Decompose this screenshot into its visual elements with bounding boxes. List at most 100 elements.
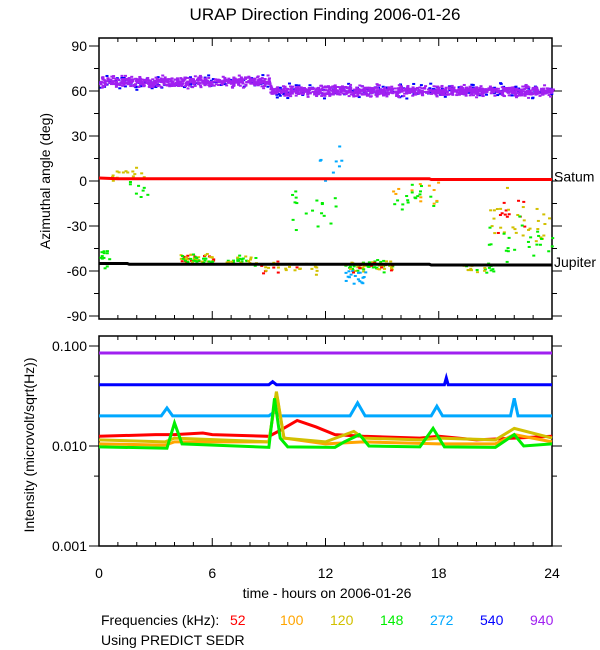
point-940 [131, 78, 135, 81]
point-940 [409, 88, 413, 91]
point-940 [443, 88, 447, 91]
point-940 [356, 92, 360, 95]
point-148 [203, 259, 207, 262]
point-120 [205, 252, 209, 255]
point-940 [418, 86, 422, 89]
point-940 [180, 78, 184, 81]
point-940 [217, 83, 221, 86]
point-940 [130, 75, 134, 78]
point-940 [191, 86, 195, 89]
point-52 [502, 201, 506, 204]
point-940 [132, 85, 136, 88]
point-148 [291, 218, 295, 221]
point-940 [259, 81, 263, 84]
point-940 [348, 89, 352, 92]
point-940 [439, 90, 443, 93]
point-940 [256, 75, 260, 78]
point-940 [149, 85, 153, 88]
point-120 [135, 166, 139, 169]
point-940 [390, 91, 394, 94]
point-940 [461, 92, 465, 95]
point-940 [472, 87, 476, 90]
point-120 [521, 206, 525, 209]
point-120 [140, 172, 144, 175]
point-148 [432, 204, 436, 207]
point-940 [259, 79, 263, 82]
point-940 [138, 77, 142, 80]
point-940 [468, 94, 472, 97]
point-940 [369, 90, 373, 93]
point-940 [115, 80, 119, 83]
point-940 [411, 86, 415, 89]
point-120 [111, 179, 115, 182]
point-940 [152, 84, 156, 87]
point-940 [153, 79, 157, 82]
point-940 [370, 87, 374, 90]
point-940 [140, 82, 144, 85]
point-940 [515, 88, 519, 91]
point-940 [549, 91, 553, 94]
point-272 [351, 270, 355, 273]
point-940 [223, 76, 227, 79]
point-148 [238, 254, 242, 257]
point-940 [504, 88, 508, 91]
point-940 [451, 93, 455, 96]
point-940 [112, 75, 116, 78]
point-120 [469, 269, 473, 272]
intensity-panel: 0.100 0.010 0.001 0 6 12 18 24 [52, 335, 562, 581]
point-148 [379, 260, 383, 263]
point-148 [537, 234, 541, 237]
point-540 [347, 82, 351, 85]
point-940 [255, 76, 259, 79]
point-940 [351, 93, 355, 96]
point-148 [102, 250, 106, 253]
point-940 [352, 95, 356, 98]
point-940 [420, 90, 424, 93]
point-100 [392, 190, 396, 193]
point-940 [210, 81, 214, 84]
point-940 [207, 84, 211, 87]
point-940 [290, 92, 294, 95]
point-940 [226, 79, 230, 82]
point-940 [103, 81, 107, 84]
point-940 [140, 80, 144, 83]
point-940 [258, 81, 262, 84]
point-940 [299, 88, 303, 91]
point-940 [198, 82, 202, 85]
point-148 [100, 255, 104, 258]
point-940 [534, 90, 538, 93]
point-940 [232, 79, 236, 82]
point-120 [230, 260, 234, 263]
point-148 [418, 193, 422, 196]
point-940 [246, 76, 250, 79]
point-940 [107, 79, 111, 82]
point-148 [475, 269, 479, 272]
point-52 [517, 199, 521, 202]
point-940 [263, 83, 267, 86]
point-120 [264, 266, 268, 269]
point-940 [420, 93, 424, 96]
point-940 [442, 92, 446, 95]
point-940 [464, 94, 468, 97]
point-148 [551, 237, 555, 240]
point-120 [236, 256, 240, 259]
point-940 [441, 89, 445, 92]
point-148 [410, 191, 414, 194]
point-148 [195, 260, 199, 263]
point-940 [382, 88, 386, 91]
point-940 [168, 85, 172, 88]
point-940 [505, 86, 509, 89]
top-ylabel: Azimuthal angle (deg) [37, 113, 53, 249]
point-940 [436, 91, 440, 94]
point-940 [244, 84, 248, 87]
point-52 [507, 213, 511, 216]
point-940 [400, 85, 404, 88]
point-540 [114, 79, 118, 82]
point-148 [192, 253, 196, 256]
point-940 [151, 85, 155, 88]
point-940 [202, 82, 206, 85]
point-940 [420, 92, 424, 95]
point-148 [207, 260, 211, 263]
point-940 [393, 87, 397, 90]
point-148 [487, 266, 491, 269]
